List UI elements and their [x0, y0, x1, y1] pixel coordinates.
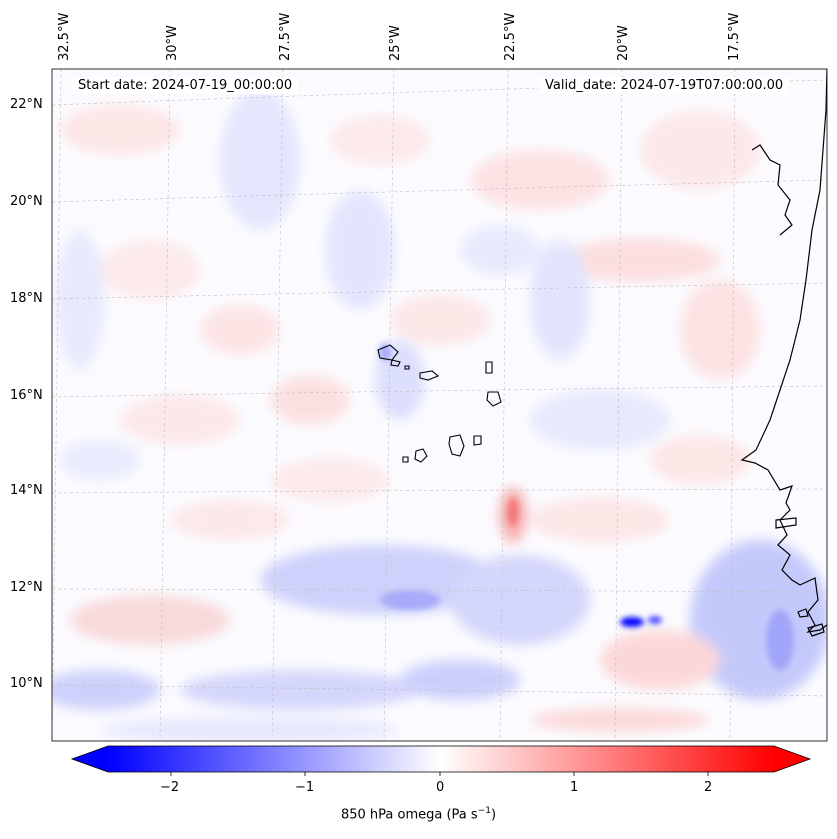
colorbar-label: 850 hPa omega (Pa s−1)	[340, 806, 497, 823]
colorbar-extend-high	[774, 746, 810, 772]
gridlines	[52, 69, 827, 741]
lon-label-30w: 30°W	[165, 25, 180, 61]
lat-label-14n: 14°N	[10, 483, 43, 498]
valid-date-label: Valid_date: 2024-07-19T07:00:00.00	[539, 77, 790, 94]
cbar-tick-2: 2	[704, 780, 713, 795]
map-panel	[52, 69, 827, 741]
lat-label-20n: 20°N	[10, 194, 43, 209]
lon-label-27.5w: 27.5°W	[278, 12, 293, 61]
lat-label-22n: 22°N	[10, 97, 43, 112]
lon-label-32.5w: 32.5°W	[57, 12, 72, 61]
lon-label-22.5w: 22.5°W	[503, 12, 518, 61]
cbar-tick-neg1: −1	[295, 780, 315, 795]
lon-label-25w: 25°W	[388, 25, 403, 61]
colorbar-units: Pa s	[451, 807, 478, 823]
cbar-tick-0: 0	[436, 780, 445, 795]
colorbar	[70, 745, 812, 776]
colorbar-units-exponent: −1	[477, 806, 491, 816]
colorbar-extend-low	[72, 746, 108, 772]
lon-label-17.5w: 17.5°W	[727, 12, 742, 61]
lat-label-10n: 10°N	[10, 676, 43, 691]
lat-label-16n: 16°N	[10, 388, 43, 403]
lon-label-20w: 20°W	[616, 25, 631, 61]
start-date-label: Start date: 2024-07-19_00:00:00	[72, 77, 299, 94]
colorbar-gradient	[108, 746, 774, 772]
lat-label-12n: 12°N	[10, 580, 43, 595]
colorbar-variable: 850 hPa omega	[340, 807, 443, 823]
colorbar-outline	[70, 745, 812, 773]
cbar-tick-neg2: −2	[160, 780, 180, 795]
cbar-tick-1: 1	[570, 780, 579, 795]
map-frame	[51, 68, 828, 742]
colorbar-ticks	[170, 772, 709, 776]
coastlines	[740, 69, 827, 637]
omega-field-detail	[379, 343, 794, 670]
african-coastline	[740, 69, 827, 633]
lat-label-18n: 18°N	[10, 291, 43, 306]
cape-verde-islands	[377, 344, 502, 463]
